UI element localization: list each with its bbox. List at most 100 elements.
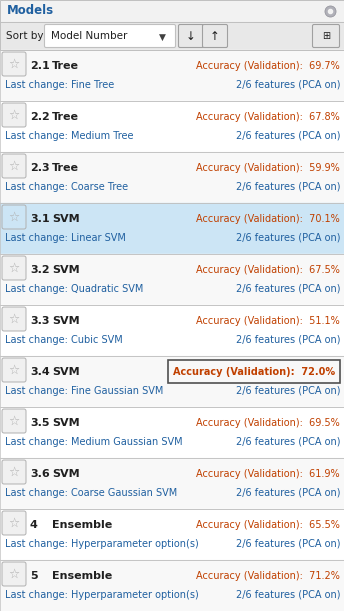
Text: ☆: ☆ [8,312,20,326]
Text: 2.2: 2.2 [30,112,50,122]
Bar [0,560,344,611]
Text: Accuracy (Validation):  61.9%: Accuracy (Validation): 61.9% [196,469,340,479]
Text: 3.5: 3.5 [30,419,50,428]
Text: 2.3: 2.3 [30,163,50,174]
Text: 2/6 features (PCA on): 2/6 features (PCA on) [236,79,340,90]
FancyBboxPatch shape [179,24,204,48]
Text: 3.6: 3.6 [30,469,50,479]
Text: Accuracy (Validation):  67.5%: Accuracy (Validation): 67.5% [196,265,340,276]
Bar [0,356,344,407]
Text: Sort by:: Sort by: [6,31,46,41]
Text: ☆: ☆ [8,364,20,376]
Text: ▼: ▼ [159,32,165,42]
Text: ☆: ☆ [8,466,20,478]
Text: Accuracy (Validation):  71.2%: Accuracy (Validation): 71.2% [196,571,340,581]
Text: Ensemble: Ensemble [52,571,112,581]
Text: SVM: SVM [52,419,79,428]
Bar [0,305,344,356]
Text: Accuracy (Validation):  59.9%: Accuracy (Validation): 59.9% [196,163,340,174]
FancyBboxPatch shape [2,154,26,178]
Text: 5: 5 [30,571,37,581]
Bar [0,509,344,560]
FancyBboxPatch shape [2,562,26,586]
Text: 2/6 features (PCA on): 2/6 features (PCA on) [236,437,340,447]
Text: Last change: Medium Gaussian SVM: Last change: Medium Gaussian SVM [5,437,183,447]
Text: 2/6 features (PCA on): 2/6 features (PCA on) [236,590,340,599]
Text: ☆: ☆ [8,516,20,530]
Text: Accuracy (Validation):  72.0%: Accuracy (Validation): 72.0% [173,367,335,378]
Text: 2/6 features (PCA on): 2/6 features (PCA on) [236,539,340,549]
Bar [0,50,344,101]
FancyBboxPatch shape [44,24,175,48]
Text: ☆: ☆ [8,262,20,274]
Text: ☆: ☆ [8,568,20,580]
Bar [0,458,344,509]
Text: Tree: Tree [52,61,79,71]
Bar [0,0,344,22]
Bar [0,458,344,509]
FancyBboxPatch shape [2,358,26,382]
Text: 3.3: 3.3 [30,316,50,326]
Text: ☆: ☆ [8,211,20,224]
Bar [0,305,344,356]
FancyBboxPatch shape [312,24,340,48]
Text: Last change: Fine Tree: Last change: Fine Tree [5,79,114,90]
Text: 2/6 features (PCA on): 2/6 features (PCA on) [236,181,340,192]
Bar [0,101,344,152]
Bar [0,407,344,458]
FancyBboxPatch shape [2,511,26,535]
Bar [0,203,344,254]
Text: 2/6 features (PCA on): 2/6 features (PCA on) [236,233,340,243]
Text: Last change: Cubic SVM: Last change: Cubic SVM [5,335,123,345]
Text: Tree: Tree [52,163,79,174]
Text: SVM: SVM [52,367,79,378]
Text: ☆: ☆ [8,57,20,70]
Bar [0,407,344,458]
FancyBboxPatch shape [203,24,227,48]
Bar [0,50,344,101]
Text: 2/6 features (PCA on): 2/6 features (PCA on) [236,335,340,345]
Text: 3.2: 3.2 [30,265,50,276]
Text: 4: 4 [30,521,38,530]
Text: ↑: ↑ [210,29,220,43]
Text: Last change: Hyperparameter option(s): Last change: Hyperparameter option(s) [5,590,199,599]
Text: Last change: Linear SVM: Last change: Linear SVM [5,233,126,243]
Text: ↓: ↓ [186,29,196,43]
Text: ☆: ☆ [8,414,20,428]
FancyBboxPatch shape [2,409,26,433]
Bar [0,22,344,50]
Text: 2/6 features (PCA on): 2/6 features (PCA on) [236,284,340,294]
Text: Accuracy (Validation):  70.1%: Accuracy (Validation): 70.1% [196,214,340,224]
Text: Model Number: Model Number [51,31,127,41]
Bar [0,152,344,203]
Text: ⊞: ⊞ [322,31,330,41]
Text: Last change: Hyperparameter option(s): Last change: Hyperparameter option(s) [5,539,199,549]
Bar [0,203,344,254]
Bar [0,254,344,305]
Text: Last change: Coarse Tree: Last change: Coarse Tree [5,181,128,192]
FancyBboxPatch shape [2,103,26,127]
Text: SVM: SVM [52,265,79,276]
Bar [168,360,340,384]
Text: Accuracy (Validation):  67.8%: Accuracy (Validation): 67.8% [196,112,340,122]
FancyBboxPatch shape [2,307,26,331]
Text: Ensemble: Ensemble [52,521,112,530]
Text: ☆: ☆ [8,109,20,122]
FancyBboxPatch shape [2,256,26,280]
Text: 2.1: 2.1 [30,61,50,71]
Text: SVM: SVM [52,316,79,326]
FancyBboxPatch shape [2,52,26,76]
Text: SVM: SVM [52,469,79,479]
Bar [0,101,344,152]
Bar [0,0,344,22]
Text: SVM: SVM [52,214,79,224]
Text: 2/6 features (PCA on): 2/6 features (PCA on) [236,488,340,498]
Bar [0,560,344,611]
Text: Accuracy (Validation):  69.5%: Accuracy (Validation): 69.5% [196,419,340,428]
Bar [0,254,344,305]
Bar [0,22,344,50]
Text: 3.1: 3.1 [30,214,50,224]
Text: 3.4: 3.4 [30,367,50,378]
Text: Last change: Medium Tree: Last change: Medium Tree [5,131,133,141]
Text: Accuracy (Validation):  69.7%: Accuracy (Validation): 69.7% [196,61,340,71]
